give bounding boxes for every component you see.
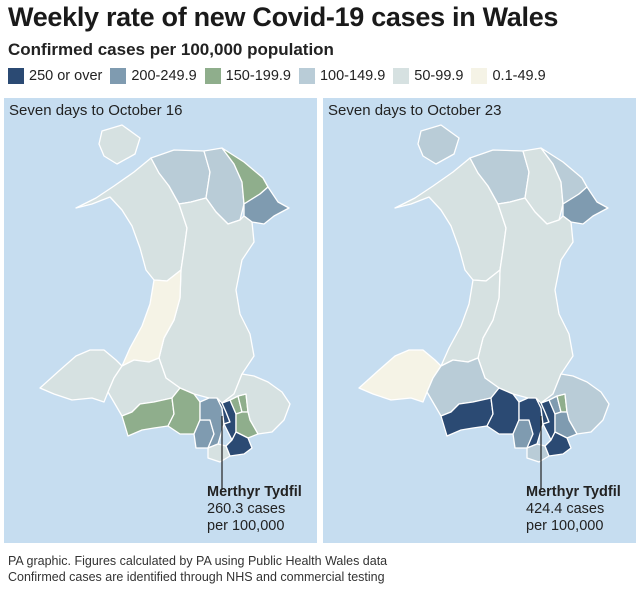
wales-map-october-23 <box>358 124 610 490</box>
map-panel-october-23: Seven days to October 23 <box>323 98 636 543</box>
legend-swatch <box>8 68 24 84</box>
footer: PA graphic. Figures calculated by PA usi… <box>8 553 387 585</box>
legend-label: 150-199.9 <box>225 68 291 84</box>
legend-item-0-49: 0.1-49.9 <box>471 68 546 84</box>
region-pembrokeshire <box>358 349 442 403</box>
legend-swatch <box>204 68 221 84</box>
callout-name: Merthyr Tydfil <box>526 484 621 500</box>
legend-label: 100-149.9 <box>319 68 386 84</box>
legend-item-200-249: 200-249.9 <box>110 68 197 84</box>
legend: 250 or over 200-249.9 150-199.9 100-149.… <box>8 67 554 85</box>
callout-value: 260.3 cases <box>207 501 286 517</box>
legend-label: 0.1-49.9 <box>492 68 546 84</box>
callout-value: 424.4 cases <box>526 501 605 517</box>
legend-label: 50-99.9 <box>414 68 464 84</box>
legend-item-250-plus: 250 or over <box>8 68 102 84</box>
region-cardiff <box>544 431 572 457</box>
region-pembrokeshire <box>39 349 123 403</box>
region-cardiff <box>225 431 253 457</box>
legend-swatch <box>393 68 410 84</box>
footer-source: PA graphic. Figures calculated by PA usi… <box>8 554 388 568</box>
map-panel-october-16: Seven days to October 16 <box>4 98 317 543</box>
callout-name: Merthyr Tydfil <box>207 484 302 500</box>
page-subtitle: Confirmed cases per 100,000 population <box>8 40 334 59</box>
wales-map-october-16 <box>39 124 291 490</box>
legend-swatch <box>471 68 488 84</box>
legend-item-100-149: 100-149.9 <box>298 68 386 84</box>
region-anglesey <box>98 124 141 165</box>
footer-note: Confirmed cases are identified through N… <box>8 570 385 584</box>
legend-swatch <box>298 68 315 84</box>
legend-label: 200-249.9 <box>131 68 197 84</box>
legend-label: 250 or over <box>29 68 103 84</box>
callout-merthyr-tydfil: Merthyr Tydfil 424.4 cases per 100,000 <box>526 484 621 535</box>
panel-title: Seven days to October 23 <box>328 102 502 119</box>
region-anglesey <box>417 124 460 165</box>
callout-unit: per 100,000 <box>207 518 285 534</box>
legend-item-50-99: 50-99.9 <box>393 68 463 84</box>
page-title: Weekly rate of new Covid-19 cases in Wal… <box>8 2 559 32</box>
callout-merthyr-tydfil: Merthyr Tydfil 260.3 cases per 100,000 <box>207 484 302 535</box>
callout-unit: per 100,000 <box>526 518 604 534</box>
legend-item-150-199: 150-199.9 <box>204 68 291 84</box>
legend-swatch <box>110 68 127 84</box>
panel-title: Seven days to October 16 <box>9 102 183 119</box>
